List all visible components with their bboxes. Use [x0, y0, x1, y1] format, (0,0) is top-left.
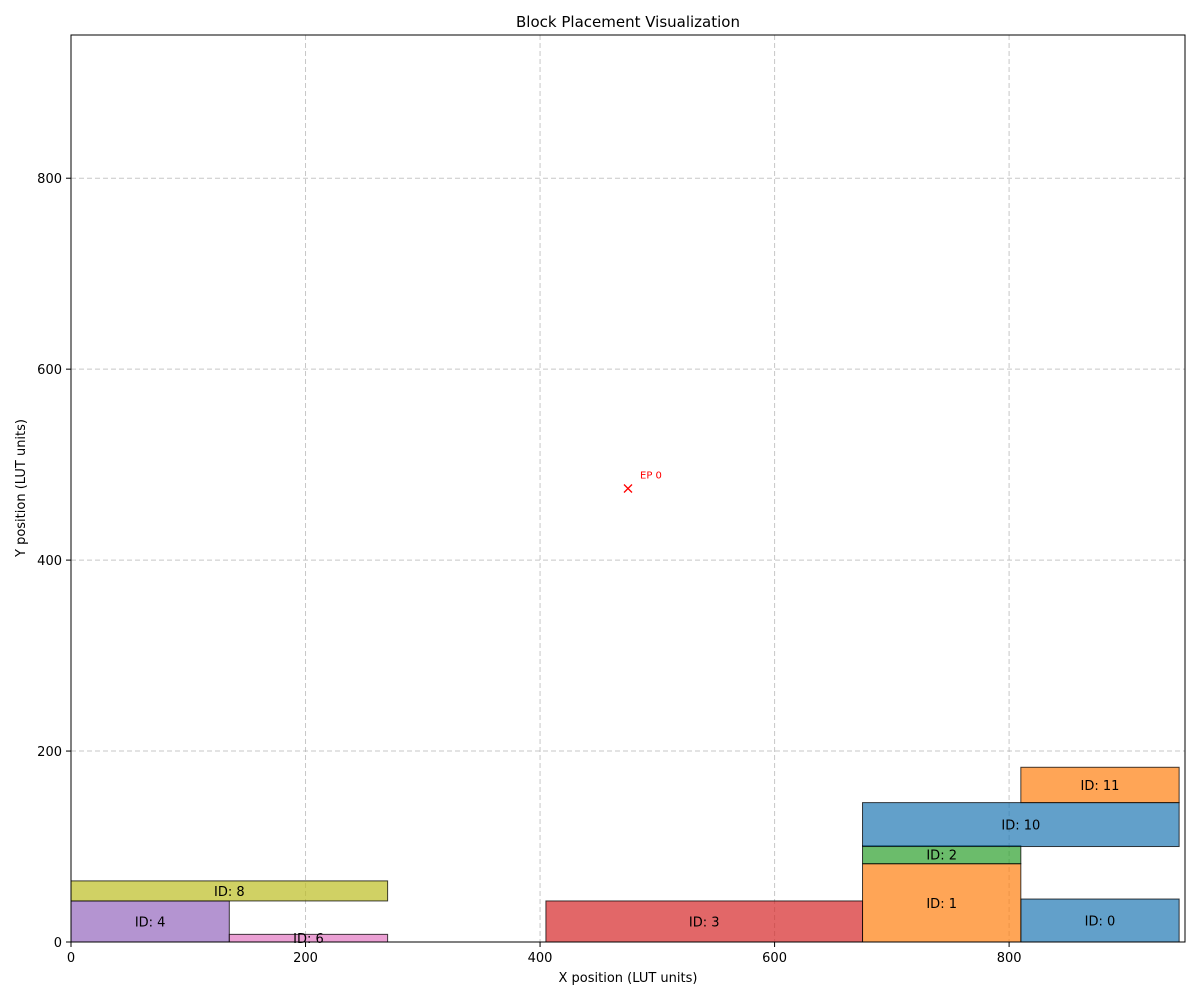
point-marker [623, 484, 633, 493]
y-tick-label: 0 [54, 936, 62, 951]
x-tick-label: 0 [67, 951, 75, 966]
point-label: EP 0 [640, 471, 662, 482]
ticks-layer: 0 200 400 600 800 0 200 400 600 800 [37, 172, 1021, 966]
block-label: ID: 3 [689, 915, 720, 930]
points-layer: EP 0 [623, 471, 662, 493]
y-tick-label: 200 [37, 745, 62, 760]
block-label: ID: 10 [1001, 819, 1040, 834]
y-tick-label: 400 [37, 554, 62, 569]
block-label: ID: 11 [1081, 779, 1120, 794]
x-axis-label: X position (LUT units) [559, 971, 698, 986]
plot-frame [70, 34, 1186, 943]
chart-title: Block Placement Visualization [516, 13, 740, 31]
x-tick-label: 200 [293, 951, 318, 966]
x-tick-label: 600 [762, 951, 787, 966]
block-label: ID: 1 [926, 897, 957, 912]
block-label: ID: 6 [293, 932, 324, 947]
block-rect [862, 863, 1022, 943]
block-label: ID: 8 [214, 885, 245, 900]
block-rect [862, 802, 1180, 848]
x-tick-label: 800 [997, 951, 1022, 966]
block-label: ID: 0 [1085, 915, 1116, 930]
block-label: ID: 4 [135, 915, 166, 930]
blocks-layer: ID: 0 ID: 1 ID: 2 ID: 3 ID: 4 ID: 6 ID: 8 ID: 1… [70, 766, 1180, 947]
x-tick-label: 400 [528, 951, 553, 966]
y-tick-label: 800 [37, 172, 62, 187]
block-label: ID: 2 [926, 849, 957, 864]
y-tick-label: 600 [37, 363, 62, 378]
block-rect [1020, 766, 1180, 804]
y-axis-label: Y position (LUT units) [14, 419, 29, 558]
